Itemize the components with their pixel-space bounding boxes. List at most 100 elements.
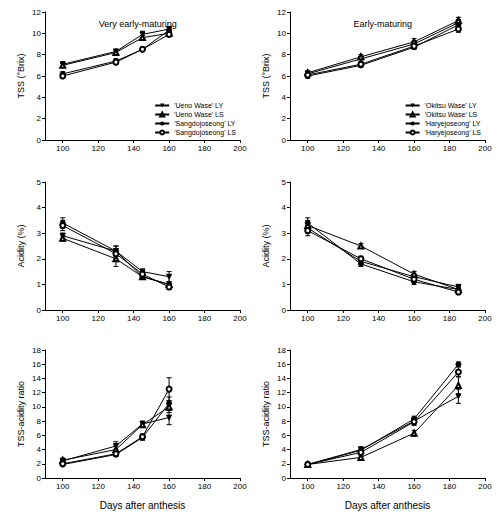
svg-text:16: 16	[32, 360, 41, 369]
svg-text:3: 3	[37, 229, 42, 238]
svg-text:12: 12	[277, 8, 286, 17]
svg-text:0: 0	[37, 474, 42, 483]
svg-text:6: 6	[282, 72, 287, 81]
svg-text:18: 18	[277, 346, 286, 355]
svg-text:180: 180	[443, 314, 457, 323]
svg-text:12: 12	[32, 8, 41, 17]
svg-text:120: 120	[337, 144, 351, 153]
svg-text:120: 120	[92, 144, 106, 153]
svg-text:6: 6	[282, 431, 287, 440]
svg-text:140: 140	[372, 144, 386, 153]
svg-text:4: 4	[37, 445, 42, 454]
svg-text:2: 2	[37, 114, 42, 123]
svg-text:160: 160	[162, 314, 176, 323]
svg-text:160: 160	[407, 144, 421, 153]
svg-text:'Okitsu Wase' LS: 'Okitsu Wase' LS	[425, 111, 478, 118]
svg-text:120: 120	[337, 314, 351, 323]
svg-text:200: 200	[233, 482, 247, 491]
svg-text:100: 100	[56, 144, 70, 153]
svg-text:0: 0	[37, 136, 42, 145]
svg-text:120: 120	[92, 482, 106, 491]
svg-text:8: 8	[282, 417, 287, 426]
svg-text:Early-maturing: Early-maturing	[353, 19, 412, 29]
svg-text:200: 200	[478, 482, 492, 491]
svg-text:Very early-maturing: Very early-maturing	[99, 19, 177, 29]
svg-text:4: 4	[37, 93, 42, 102]
svg-text:100: 100	[301, 482, 315, 491]
svg-text:100: 100	[301, 314, 315, 323]
svg-text:140: 140	[372, 314, 386, 323]
svg-text:4: 4	[282, 445, 287, 454]
svg-text:TSS-acidity ratio: TSS-acidity ratio	[261, 381, 271, 447]
svg-text:160: 160	[407, 314, 421, 323]
svg-text:0: 0	[282, 306, 287, 315]
svg-text:140: 140	[127, 314, 141, 323]
svg-text:180: 180	[198, 314, 212, 323]
svg-text:6: 6	[37, 431, 42, 440]
svg-text:10: 10	[277, 29, 286, 38]
svg-text:2: 2	[282, 114, 287, 123]
svg-text:Acidity (%): Acidity (%)	[16, 224, 26, 267]
svg-text:120: 120	[92, 314, 106, 323]
svg-text:1: 1	[37, 280, 42, 289]
svg-text:120: 120	[337, 482, 351, 491]
svg-text:18: 18	[32, 346, 41, 355]
svg-text:180: 180	[198, 144, 212, 153]
svg-text:14: 14	[32, 374, 41, 383]
svg-text:10: 10	[32, 402, 41, 411]
svg-text:2: 2	[282, 254, 287, 263]
svg-text:4: 4	[282, 203, 287, 212]
svg-text:160: 160	[407, 482, 421, 491]
svg-text:2: 2	[282, 459, 287, 468]
svg-text:2: 2	[37, 254, 42, 263]
svg-text:4: 4	[282, 93, 287, 102]
svg-text:TSS-acidity ratio: TSS-acidity ratio	[16, 381, 26, 447]
svg-text:8: 8	[37, 50, 42, 59]
svg-text:140: 140	[127, 144, 141, 153]
svg-text:200: 200	[478, 314, 492, 323]
svg-text:180: 180	[443, 482, 457, 491]
svg-text:12: 12	[277, 388, 286, 397]
svg-text:180: 180	[198, 482, 212, 491]
svg-text:Days after anthesis: Days after anthesis	[100, 500, 186, 511]
svg-text:8: 8	[282, 50, 287, 59]
svg-text:2: 2	[37, 459, 42, 468]
svg-text:3: 3	[282, 229, 287, 238]
svg-text:0: 0	[282, 136, 287, 145]
svg-text:16: 16	[277, 360, 286, 369]
svg-text:'Sangdojoseong' LY: 'Sangdojoseong' LY	[174, 120, 236, 128]
svg-text:200: 200	[478, 144, 492, 153]
svg-text:200: 200	[233, 314, 247, 323]
svg-text:4: 4	[37, 203, 42, 212]
svg-text:'Okitsu Wase' LY: 'Okitsu Wase' LY	[425, 102, 477, 109]
svg-text:14: 14	[277, 374, 286, 383]
svg-text:6: 6	[37, 72, 42, 81]
svg-text:100: 100	[56, 314, 70, 323]
svg-text:'Ueno Wase' LS: 'Ueno Wase' LS	[174, 111, 224, 118]
svg-text:12: 12	[32, 388, 41, 397]
svg-text:200: 200	[233, 144, 247, 153]
svg-text:'Ueno Wase' LY: 'Ueno Wase' LY	[174, 102, 223, 109]
svg-text:100: 100	[301, 144, 315, 153]
svg-text:0: 0	[37, 306, 42, 315]
svg-text:160: 160	[162, 144, 176, 153]
svg-text:180: 180	[443, 144, 457, 153]
svg-text:5: 5	[282, 178, 287, 187]
svg-text:10: 10	[32, 29, 41, 38]
svg-text:Acidity (%): Acidity (%)	[261, 224, 271, 267]
svg-text:160: 160	[162, 482, 176, 491]
svg-text:140: 140	[372, 482, 386, 491]
svg-text:1: 1	[282, 280, 287, 289]
svg-text:100: 100	[56, 482, 70, 491]
svg-text:'Haryejoseong' LS: 'Haryejoseong' LS	[425, 129, 482, 137]
svg-text:0: 0	[282, 474, 287, 483]
svg-text:5: 5	[37, 178, 42, 187]
svg-text:TSS (°Brix): TSS (°Brix)	[261, 53, 271, 98]
svg-text:'Sangdojoseong' LS: 'Sangdojoseong' LS	[174, 129, 236, 137]
svg-text:'Haryejoseong' LY: 'Haryejoseong' LY	[425, 120, 481, 128]
svg-text:Days after anthesis: Days after anthesis	[345, 500, 431, 511]
svg-text:10: 10	[277, 402, 286, 411]
svg-text:TSS (°Brix): TSS (°Brix)	[16, 53, 26, 98]
svg-text:8: 8	[37, 417, 42, 426]
svg-text:140: 140	[127, 482, 141, 491]
